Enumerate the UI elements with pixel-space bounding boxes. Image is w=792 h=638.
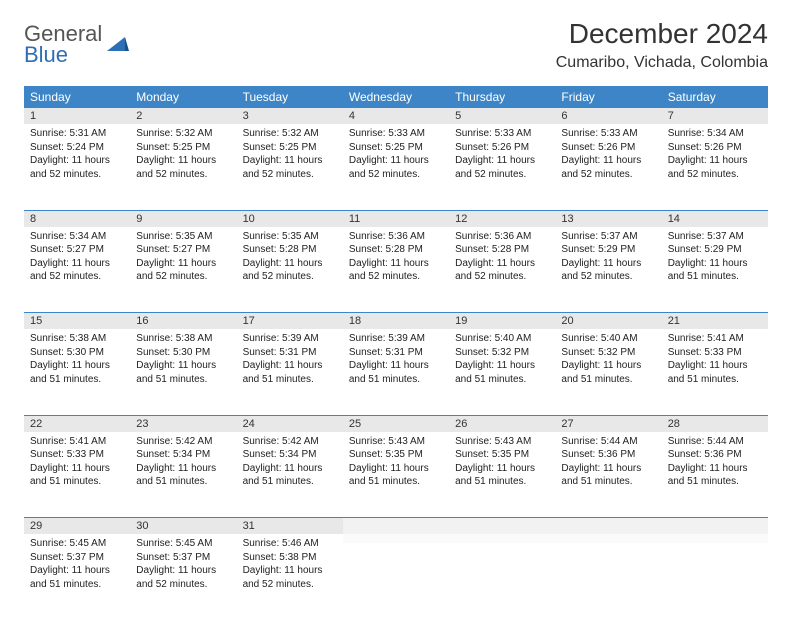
triangle-icon — [107, 35, 129, 53]
day-number: 2 — [130, 108, 236, 124]
day-number: 9 — [130, 210, 236, 227]
day-number — [555, 518, 661, 535]
calendar-page: General Blue December 2024 Cumaribo, Vic… — [0, 0, 792, 638]
day-number: 28 — [662, 415, 768, 432]
day-cell: Sunrise: 5:32 AMSunset: 5:25 PMDaylight:… — [237, 124, 343, 210]
day-number: 31 — [237, 518, 343, 535]
day-cell: Sunrise: 5:45 AMSunset: 5:37 PMDaylight:… — [130, 534, 236, 620]
day-number: 12 — [449, 210, 555, 227]
day-cell: Sunrise: 5:35 AMSunset: 5:28 PMDaylight:… — [237, 227, 343, 313]
day-number: 11 — [343, 210, 449, 227]
day-number: 15 — [24, 313, 130, 330]
day-cell — [449, 534, 555, 620]
day-cell: Sunrise: 5:44 AMSunset: 5:36 PMDaylight:… — [662, 432, 768, 518]
day-number: 21 — [662, 313, 768, 330]
calendar-body: 1234567Sunrise: 5:31 AMSunset: 5:24 PMDa… — [24, 108, 768, 620]
day-number: 1 — [24, 108, 130, 124]
day-cell: Sunrise: 5:40 AMSunset: 5:32 PMDaylight:… — [555, 329, 661, 415]
day-number: 6 — [555, 108, 661, 124]
day-number: 4 — [343, 108, 449, 124]
day-number: 25 — [343, 415, 449, 432]
day-number: 22 — [24, 415, 130, 432]
day-number: 30 — [130, 518, 236, 535]
day-number: 23 — [130, 415, 236, 432]
day-cell: Sunrise: 5:44 AMSunset: 5:36 PMDaylight:… — [555, 432, 661, 518]
title-block: December 2024 Cumaribo, Vichada, Colombi… — [556, 18, 768, 72]
day-cell: Sunrise: 5:32 AMSunset: 5:25 PMDaylight:… — [130, 124, 236, 210]
day-number — [449, 518, 555, 535]
day-cell: Sunrise: 5:45 AMSunset: 5:37 PMDaylight:… — [24, 534, 130, 620]
weekday-header: Friday — [555, 86, 661, 108]
day-number: 14 — [662, 210, 768, 227]
day-cell: Sunrise: 5:46 AMSunset: 5:38 PMDaylight:… — [237, 534, 343, 620]
day-number: 7 — [662, 108, 768, 124]
day-number: 16 — [130, 313, 236, 330]
day-cell — [555, 534, 661, 620]
day-cell: Sunrise: 5:36 AMSunset: 5:28 PMDaylight:… — [449, 227, 555, 313]
weekday-header: Thursday — [449, 86, 555, 108]
day-cell: Sunrise: 5:41 AMSunset: 5:33 PMDaylight:… — [24, 432, 130, 518]
day-cell — [343, 534, 449, 620]
day-cell: Sunrise: 5:41 AMSunset: 5:33 PMDaylight:… — [662, 329, 768, 415]
day-number: 19 — [449, 313, 555, 330]
day-number: 5 — [449, 108, 555, 124]
day-cell: Sunrise: 5:43 AMSunset: 5:35 PMDaylight:… — [343, 432, 449, 518]
day-number: 29 — [24, 518, 130, 535]
day-cell: Sunrise: 5:33 AMSunset: 5:26 PMDaylight:… — [555, 124, 661, 210]
day-cell: Sunrise: 5:39 AMSunset: 5:31 PMDaylight:… — [237, 329, 343, 415]
weekday-header: Wednesday — [343, 86, 449, 108]
calendar-table: SundayMondayTuesdayWednesdayThursdayFrid… — [24, 86, 768, 620]
weekday-header: Tuesday — [237, 86, 343, 108]
weekday-header: Saturday — [662, 86, 768, 108]
day-number: 27 — [555, 415, 661, 432]
weekday-header: Sunday — [24, 86, 130, 108]
day-cell: Sunrise: 5:39 AMSunset: 5:31 PMDaylight:… — [343, 329, 449, 415]
day-cell: Sunrise: 5:38 AMSunset: 5:30 PMDaylight:… — [24, 329, 130, 415]
logo-text: General Blue — [24, 24, 102, 66]
day-number: 20 — [555, 313, 661, 330]
day-number: 24 — [237, 415, 343, 432]
day-number: 17 — [237, 313, 343, 330]
day-number — [662, 518, 768, 535]
day-number: 3 — [237, 108, 343, 124]
day-cell: Sunrise: 5:37 AMSunset: 5:29 PMDaylight:… — [662, 227, 768, 313]
day-cell: Sunrise: 5:34 AMSunset: 5:27 PMDaylight:… — [24, 227, 130, 313]
day-cell: Sunrise: 5:35 AMSunset: 5:27 PMDaylight:… — [130, 227, 236, 313]
logo-line2: Blue — [24, 42, 68, 67]
day-number: 8 — [24, 210, 130, 227]
day-cell: Sunrise: 5:38 AMSunset: 5:30 PMDaylight:… — [130, 329, 236, 415]
location: Cumaribo, Vichada, Colombia — [556, 54, 768, 72]
day-cell: Sunrise: 5:33 AMSunset: 5:26 PMDaylight:… — [449, 124, 555, 210]
day-number — [343, 518, 449, 535]
day-number: 10 — [237, 210, 343, 227]
weekday-header: Monday — [130, 86, 236, 108]
header: General Blue December 2024 Cumaribo, Vic… — [24, 18, 768, 72]
day-cell: Sunrise: 5:31 AMSunset: 5:24 PMDaylight:… — [24, 124, 130, 210]
day-cell: Sunrise: 5:37 AMSunset: 5:29 PMDaylight:… — [555, 227, 661, 313]
day-cell: Sunrise: 5:34 AMSunset: 5:26 PMDaylight:… — [662, 124, 768, 210]
month-title: December 2024 — [556, 18, 768, 50]
day-number: 26 — [449, 415, 555, 432]
day-cell: Sunrise: 5:40 AMSunset: 5:32 PMDaylight:… — [449, 329, 555, 415]
day-cell: Sunrise: 5:33 AMSunset: 5:25 PMDaylight:… — [343, 124, 449, 210]
day-cell — [662, 534, 768, 620]
day-cell: Sunrise: 5:43 AMSunset: 5:35 PMDaylight:… — [449, 432, 555, 518]
day-cell: Sunrise: 5:42 AMSunset: 5:34 PMDaylight:… — [130, 432, 236, 518]
day-number: 18 — [343, 313, 449, 330]
day-number: 13 — [555, 210, 661, 227]
day-cell: Sunrise: 5:42 AMSunset: 5:34 PMDaylight:… — [237, 432, 343, 518]
calendar-head: SundayMondayTuesdayWednesdayThursdayFrid… — [24, 86, 768, 108]
day-cell: Sunrise: 5:36 AMSunset: 5:28 PMDaylight:… — [343, 227, 449, 313]
logo: General Blue — [24, 24, 129, 66]
